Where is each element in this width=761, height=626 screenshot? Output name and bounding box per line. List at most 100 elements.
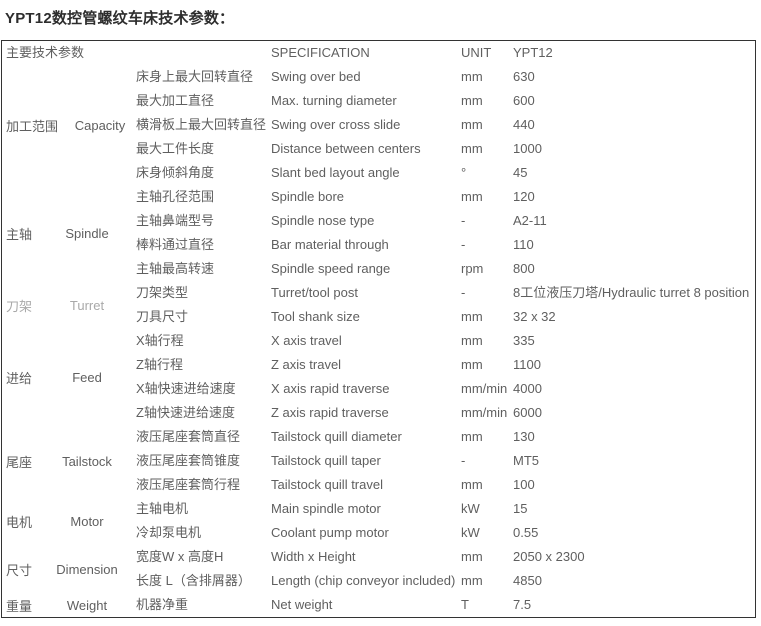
param-unit: mm <box>461 69 483 84</box>
group-name-cn: 主轴 <box>6 226 33 242</box>
spec-group-motor: 电机 Motor 主轴电机 Main spindle motor kW 15 冷却泵电机 Co… <box>2 497 755 545</box>
group-name-en: Motor <box>70 513 104 529</box>
group-name-cn: 加工范围 <box>6 118 59 134</box>
param-spec-en: Main spindle motor <box>271 501 381 516</box>
group-rows: 床身上最大回转直径 Swing over bed mm 630 最大加工直径 Max. t… <box>136 65 755 185</box>
param-value: 335 <box>513 333 535 348</box>
spec-table: 主要技术参数 SPECIFICATION UNIT YPT12 加工范围 Capa… <box>1 40 756 618</box>
param-name-cn: 棒料通过直径 <box>136 237 215 252</box>
param-unit: mm <box>461 549 483 564</box>
group-name-en: Turret <box>69 297 105 313</box>
table-row: 床身倾斜角度 Slant bed layout angle ° 45 <box>136 161 755 185</box>
param-name-cn: 液压尾座套筒行程 <box>136 477 241 492</box>
param-value: 7.5 <box>513 597 532 612</box>
param-name-cn: 长度 L（含排屑器） <box>136 573 251 588</box>
page-title: YPT12数控管螺纹车床技术参数： <box>5 10 235 27</box>
param-value: 440 <box>513 117 535 132</box>
param-unit: mm <box>461 429 483 444</box>
param-name-cn: 宽度W x 高度H <box>136 549 224 564</box>
table-row: 液压尾座套筒行程 Tailstock quill travel mm 100 <box>136 473 755 497</box>
spec-group-feed: 进给 Feed X轴行程 X axis travel mm 335 Z轴行程 Z axis t… <box>2 329 755 425</box>
group-name-en: Tailstock <box>62 453 112 469</box>
spec-group-capacity: 加工范围 Capacity 床身上最大回转直径 Swing over bed mm 630… <box>2 65 755 185</box>
param-name-cn: 刀具尺寸 <box>136 309 189 324</box>
table-row: 主轴最高转速 Spindle speed range rpm 800 <box>136 257 755 281</box>
group-name-en: Feed <box>72 369 102 385</box>
param-value: 32 x 32 <box>513 309 556 324</box>
param-unit: mm/min <box>461 405 508 420</box>
group-name-en: Capacity <box>74 117 126 133</box>
group-rows: 宽度W x 高度H Width x Height mm 2050 x 2300 长度 L… <box>136 545 755 593</box>
param-value: 6000 <box>513 405 542 420</box>
param-spec-en: Swing over bed <box>271 69 361 84</box>
spec-group-dimension: 尺寸 Dimension 宽度W x 高度H Width x Height mm 2050… <box>2 545 755 593</box>
group-rows: 刀架类型 Turret/tool post - 8工位液压刀塔/Hydraulic t… <box>136 281 755 329</box>
table-row: 横滑板上最大回转直径 Swing over cross slide mm 440 <box>136 113 755 137</box>
spec-group-tailstock: 尾座 Tailstock 液压尾座套筒直径 Tailstock quill diame… <box>2 425 755 497</box>
header-unit: UNIT <box>461 45 492 60</box>
param-value: 0.55 <box>513 525 539 540</box>
group-name-en: Weight <box>66 597 108 613</box>
param-spec-en: Spindle speed range <box>271 261 391 276</box>
param-spec-en: Spindle nose type <box>271 213 375 228</box>
param-value: 8工位液压刀塔/Hydraulic turret 8 position <box>513 285 750 300</box>
param-spec-en: Tailstock quill travel <box>271 477 383 492</box>
table-row: 机器净重 Net weight T 7.5 <box>136 593 755 617</box>
param-spec-en: Slant bed layout angle <box>271 165 400 180</box>
param-spec-en: Z axis rapid traverse <box>271 405 389 420</box>
group-name-cn: 重量 <box>6 598 33 614</box>
param-value: 630 <box>513 69 535 84</box>
param-name-cn: 最大工件长度 <box>136 141 215 156</box>
group-name-cn: 电机 <box>6 514 33 530</box>
param-name-cn: Z轴行程 <box>136 357 183 372</box>
param-unit: mm <box>461 357 483 372</box>
table-row: Z轴行程 Z axis travel mm 1100 <box>136 353 755 377</box>
table-row: X轴快速进给速度 X axis rapid traverse mm/min 4000 <box>136 377 755 401</box>
table-row: 刀架类型 Turret/tool post - 8工位液压刀塔/Hydraulic t… <box>136 281 755 305</box>
table-body: 加工范围 Capacity 床身上最大回转直径 Swing over bed mm 630… <box>2 65 755 617</box>
table-row: 棒料通过直径 Bar material through - 110 <box>136 233 755 257</box>
table-row: 液压尾座套筒锥度 Tailstock quill taper - MT5 <box>136 449 755 473</box>
param-spec-en: Length (chip conveyor included) <box>271 573 456 588</box>
table-row: 最大加工直径 Max. turning diameter mm 600 <box>136 89 755 113</box>
param-spec-en: Net weight <box>271 597 333 612</box>
table-row: 最大工件长度 Distance between centers mm 1000 <box>136 137 755 161</box>
param-unit: mm <box>461 333 483 348</box>
param-unit: mm <box>461 573 483 588</box>
table-row: 主轴电机 Main spindle motor kW 15 <box>136 497 755 521</box>
table-row: X轴行程 X axis travel mm 335 <box>136 329 755 353</box>
param-spec-en: Tailstock quill diameter <box>271 429 402 444</box>
param-spec-en: Turret/tool post <box>271 285 358 300</box>
param-spec-en: Tailstock quill taper <box>271 453 381 468</box>
param-unit: kW <box>461 501 480 516</box>
group-rows: 主轴电机 Main spindle motor kW 15 冷却泵电机 Coolant p… <box>136 497 755 545</box>
table-row: 冷却泵电机 Coolant pump motor kW 0.55 <box>136 521 755 545</box>
param-name-cn: 主轴鼻端型号 <box>136 213 215 228</box>
param-spec-en: X axis travel <box>271 333 342 348</box>
table-header-row: 主要技术参数 SPECIFICATION UNIT YPT12 <box>2 41 755 65</box>
table-row: 床身上最大回转直径 Swing over bed mm 630 <box>136 65 755 89</box>
group-name-cn: 刀架 <box>6 298 33 314</box>
param-name-cn: X轴行程 <box>136 333 184 348</box>
param-spec-en: Z axis travel <box>271 357 342 372</box>
param-value: 120 <box>513 189 535 204</box>
param-unit: ° <box>461 165 467 180</box>
param-name-cn: 主轴孔径范围 <box>136 189 215 204</box>
param-name-cn: X轴快速进给速度 <box>136 381 236 396</box>
param-unit: mm/min <box>461 381 508 396</box>
param-unit: - <box>461 237 466 252</box>
group-rows: X轴行程 X axis travel mm 335 Z轴行程 Z axis travel m… <box>136 329 755 425</box>
param-spec-en: Max. turning diameter <box>271 93 397 108</box>
param-unit: T <box>461 597 469 612</box>
table-row: 主轴孔径范围 Spindle bore mm 120 <box>136 185 755 209</box>
param-spec-en: Coolant pump motor <box>271 525 389 540</box>
param-unit: mm <box>461 189 483 204</box>
param-unit: - <box>461 285 466 300</box>
param-name-cn: 机器净重 <box>136 597 189 612</box>
param-value: 4000 <box>513 381 542 396</box>
param-name-cn: 横滑板上最大回转直径 <box>136 117 267 132</box>
param-value: 100 <box>513 477 535 492</box>
param-unit: mm <box>461 141 483 156</box>
param-name-cn: 床身倾斜角度 <box>136 165 215 180</box>
